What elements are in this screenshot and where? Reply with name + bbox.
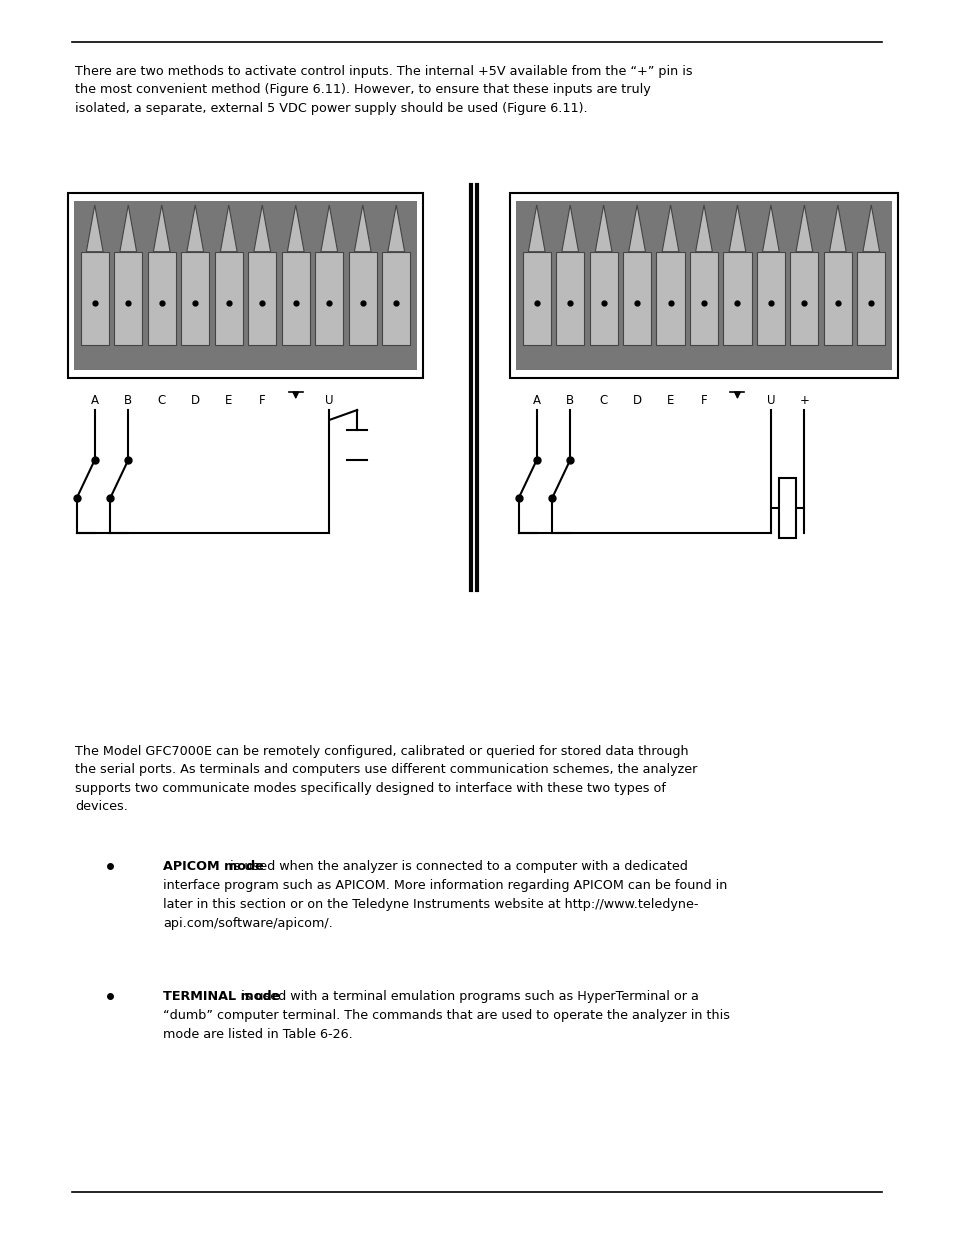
Bar <box>822 252 851 345</box>
Bar <box>522 252 550 345</box>
Polygon shape <box>153 205 170 252</box>
Polygon shape <box>795 205 812 252</box>
Bar <box>656 252 684 345</box>
Text: F: F <box>258 394 265 408</box>
Polygon shape <box>187 205 203 252</box>
Bar <box>778 478 796 538</box>
Polygon shape <box>528 205 544 252</box>
Text: is used with a terminal emulation programs such as HyperTerminal or a: is used with a terminal emulation progra… <box>237 990 699 1003</box>
Bar <box>214 252 243 345</box>
Bar <box>181 252 209 345</box>
Polygon shape <box>388 205 404 252</box>
Bar <box>722 252 751 345</box>
Text: U: U <box>325 394 334 408</box>
Text: D: D <box>632 394 641 408</box>
Bar <box>516 201 891 370</box>
Bar <box>248 252 276 345</box>
Text: interface program such as APICOM. More information regarding APICOM can be found: interface program such as APICOM. More i… <box>163 879 726 892</box>
Polygon shape <box>595 205 612 252</box>
Bar <box>382 252 410 345</box>
Text: APICOM mode: APICOM mode <box>163 860 264 873</box>
Polygon shape <box>87 205 103 252</box>
Text: A: A <box>91 394 99 408</box>
Bar <box>148 252 175 345</box>
Text: A: A <box>532 394 540 408</box>
Bar <box>68 193 422 378</box>
Text: There are two methods to activate control inputs. The internal +5V available fro: There are two methods to activate contro… <box>75 65 692 115</box>
Bar <box>689 252 718 345</box>
Polygon shape <box>728 205 745 252</box>
Text: E: E <box>225 394 233 408</box>
Bar <box>789 252 818 345</box>
Bar <box>589 252 617 345</box>
Polygon shape <box>354 205 371 252</box>
Polygon shape <box>320 205 337 252</box>
Bar <box>857 252 884 345</box>
Bar <box>348 252 376 345</box>
Text: later in this section or on the Teledyne Instruments website at http://www.teled: later in this section or on the Teledyne… <box>163 898 698 910</box>
Text: B: B <box>565 394 574 408</box>
Text: mode are listed in Table 6-26.: mode are listed in Table 6-26. <box>163 1028 353 1041</box>
Bar <box>114 252 142 345</box>
Text: B: B <box>124 394 132 408</box>
Text: The Model GFC7000E can be remotely configured, calibrated or queried for stored : The Model GFC7000E can be remotely confi… <box>75 745 697 814</box>
Polygon shape <box>253 205 271 252</box>
Bar <box>510 193 897 378</box>
Bar <box>81 252 109 345</box>
Polygon shape <box>628 205 645 252</box>
Polygon shape <box>695 205 712 252</box>
Polygon shape <box>661 205 679 252</box>
Text: “dumb” computer terminal. The commands that are used to operate the analyzer in : “dumb” computer terminal. The commands t… <box>163 1009 729 1021</box>
Bar <box>314 252 343 345</box>
Polygon shape <box>220 205 237 252</box>
Text: TERMINAL mode: TERMINAL mode <box>163 990 280 1003</box>
Text: +: + <box>799 394 808 408</box>
Text: C: C <box>598 394 607 408</box>
Bar <box>622 252 651 345</box>
Polygon shape <box>862 205 879 252</box>
Polygon shape <box>828 205 845 252</box>
Bar <box>281 252 310 345</box>
Polygon shape <box>120 205 136 252</box>
Bar <box>556 252 583 345</box>
Polygon shape <box>761 205 779 252</box>
Bar <box>756 252 784 345</box>
Bar <box>74 201 416 370</box>
Text: is used when the analyzer is connected to a computer with a dedicated: is used when the analyzer is connected t… <box>226 860 687 873</box>
Text: U: U <box>766 394 775 408</box>
Text: C: C <box>157 394 166 408</box>
Polygon shape <box>561 205 578 252</box>
Text: E: E <box>666 394 674 408</box>
Text: D: D <box>191 394 199 408</box>
Polygon shape <box>287 205 304 252</box>
Text: api.com/software/apicom/.: api.com/software/apicom/. <box>163 916 333 930</box>
Text: F: F <box>700 394 706 408</box>
